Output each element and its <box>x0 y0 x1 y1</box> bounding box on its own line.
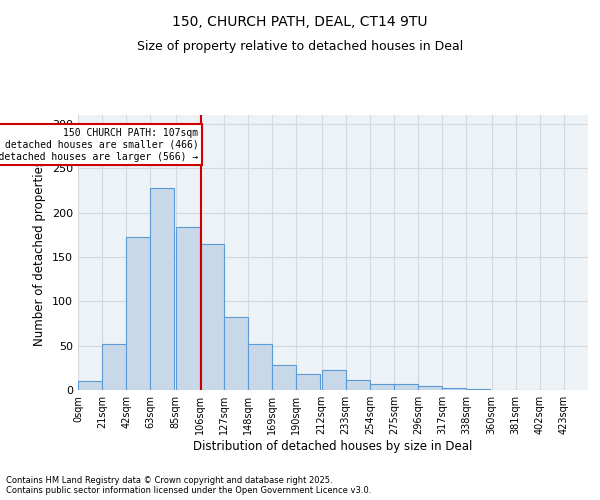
Bar <box>151 188 175 390</box>
Text: 150, CHURCH PATH, DEAL, CT14 9TU: 150, CHURCH PATH, DEAL, CT14 9TU <box>172 15 428 29</box>
Bar <box>176 227 200 390</box>
Text: 150 CHURCH PATH: 107sqm
← 45% of detached houses are smaller (466)
54% of semi-d: 150 CHURCH PATH: 107sqm ← 45% of detache… <box>0 128 199 162</box>
Bar <box>322 370 346 390</box>
Bar <box>102 344 126 390</box>
Bar <box>126 236 151 390</box>
Bar <box>466 389 490 390</box>
Bar <box>248 344 272 390</box>
Bar <box>200 244 224 390</box>
Text: Size of property relative to detached houses in Deal: Size of property relative to detached ho… <box>137 40 463 53</box>
Y-axis label: Number of detached properties: Number of detached properties <box>34 160 46 346</box>
Bar <box>394 384 418 390</box>
X-axis label: Distribution of detached houses by size in Deal: Distribution of detached houses by size … <box>193 440 473 453</box>
Text: Contains HM Land Registry data © Crown copyright and database right 2025.
Contai: Contains HM Land Registry data © Crown c… <box>6 476 371 495</box>
Bar <box>370 384 394 390</box>
Bar <box>346 380 370 390</box>
Bar <box>272 365 296 390</box>
Bar <box>442 388 466 390</box>
Bar <box>296 374 320 390</box>
Bar <box>418 386 442 390</box>
Bar <box>224 318 248 390</box>
Bar <box>78 381 102 390</box>
